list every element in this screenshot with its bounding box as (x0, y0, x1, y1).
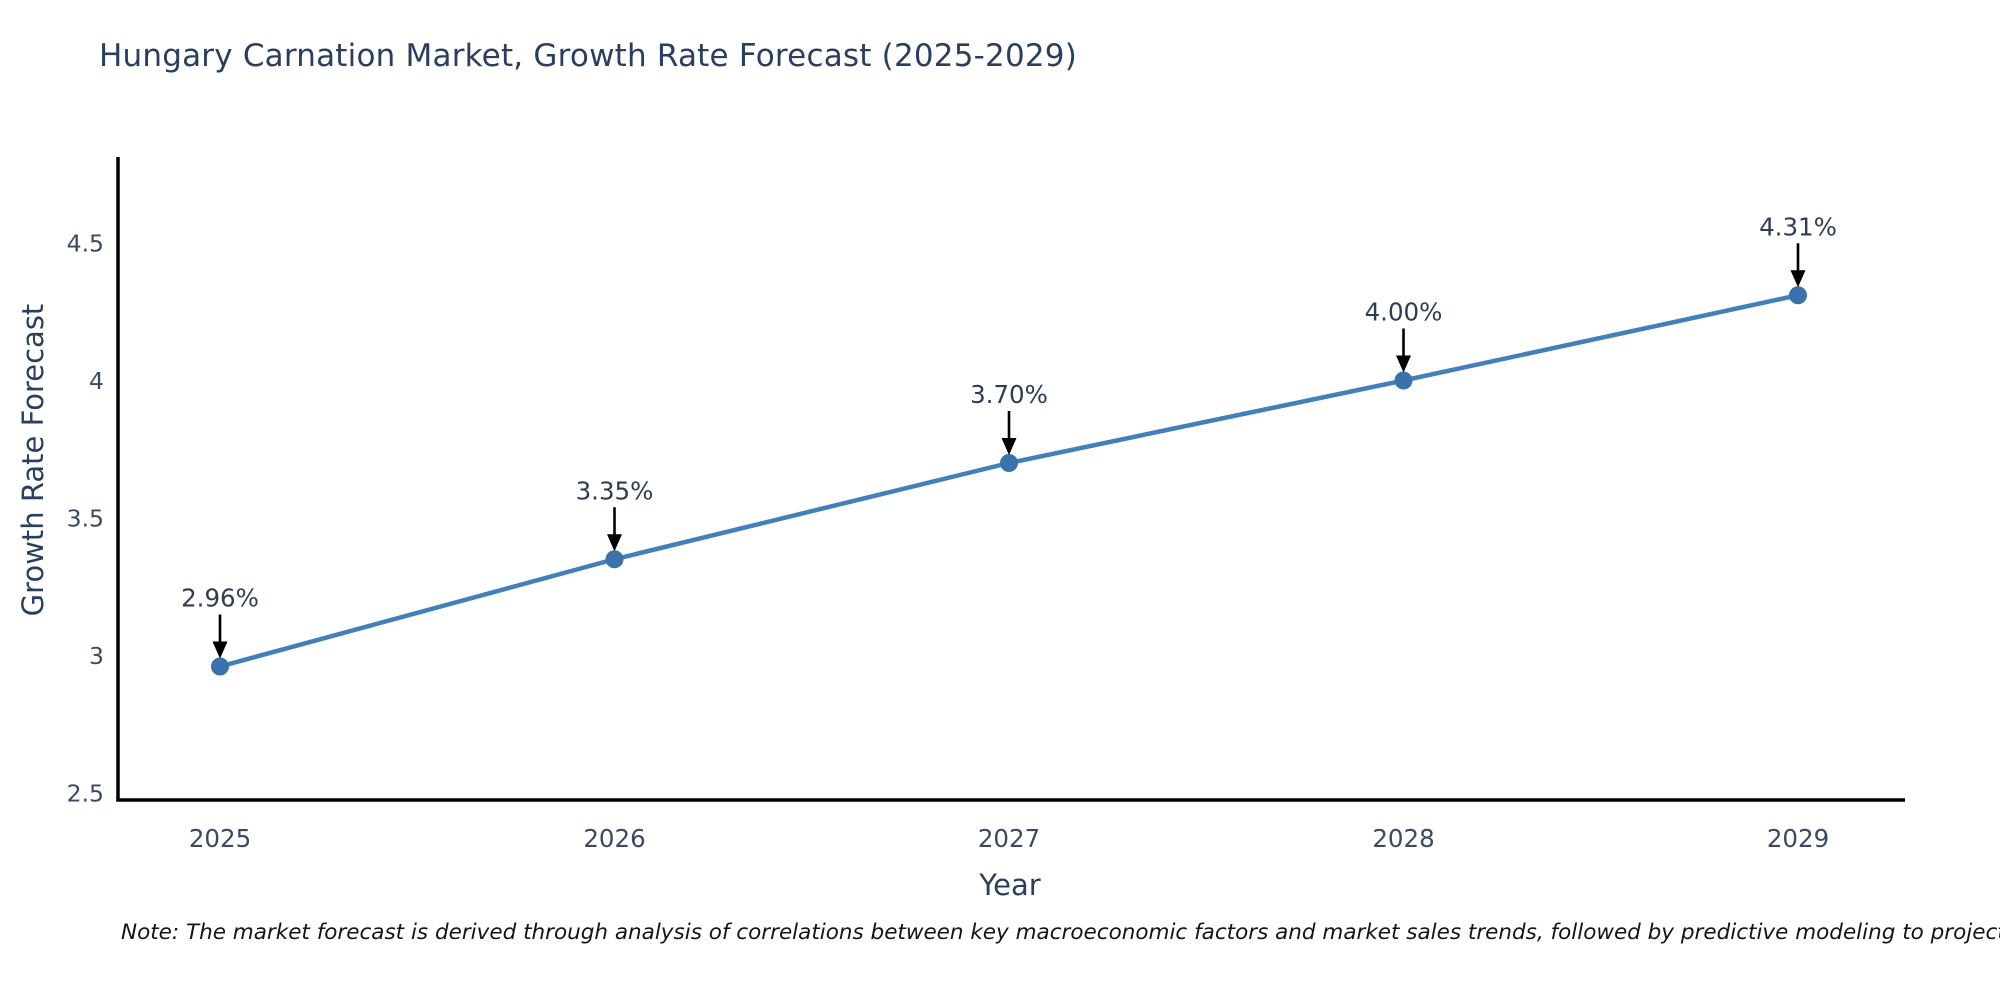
forecast-line (217, 293, 1801, 669)
data-point-label: 4.31% (1759, 212, 1837, 241)
y-axis-title: Growth Rate Forecast (16, 303, 50, 617)
chart-title: Hungary Carnation Market, Growth Rate Fo… (99, 38, 1078, 74)
data-point-marker (605, 550, 624, 569)
x-tick-label: 2026 (583, 824, 645, 853)
footnote: Note: The market forecast is derived thr… (121, 920, 2000, 945)
y-tick-label: 4.5 (67, 230, 104, 258)
data-point-marker (1789, 286, 1807, 305)
x-tick-label: 2028 (1372, 824, 1434, 853)
x-tick-label: 2029 (1767, 824, 1829, 853)
annotation-arrow-head (1001, 438, 1017, 455)
annotation-arrow-head (1396, 355, 1411, 373)
x-tick-label: 2027 (978, 824, 1040, 853)
data-point-label: 3.35% (576, 476, 654, 505)
data-point-label: 2.96% (181, 584, 259, 613)
data-point-marker (211, 657, 229, 676)
x-tick-label: 2025 (189, 824, 251, 853)
y-tick-label: 3.5 (67, 505, 104, 533)
data-point-marker (1000, 454, 1018, 472)
annotation-arrow-head (607, 534, 622, 552)
y-tick-label: 2.5 (67, 780, 104, 808)
data-point-marker (1394, 371, 1413, 390)
x-axis-title: Year (979, 868, 1041, 902)
y-tick-label: 4 (89, 367, 104, 395)
annotation-arrow-head (212, 641, 228, 659)
y-tick-label: 3 (89, 642, 104, 670)
data-point-label: 3.70% (970, 380, 1048, 409)
data-point-label: 4.00% (1365, 298, 1443, 327)
annotation-arrow-head (1790, 270, 1806, 288)
